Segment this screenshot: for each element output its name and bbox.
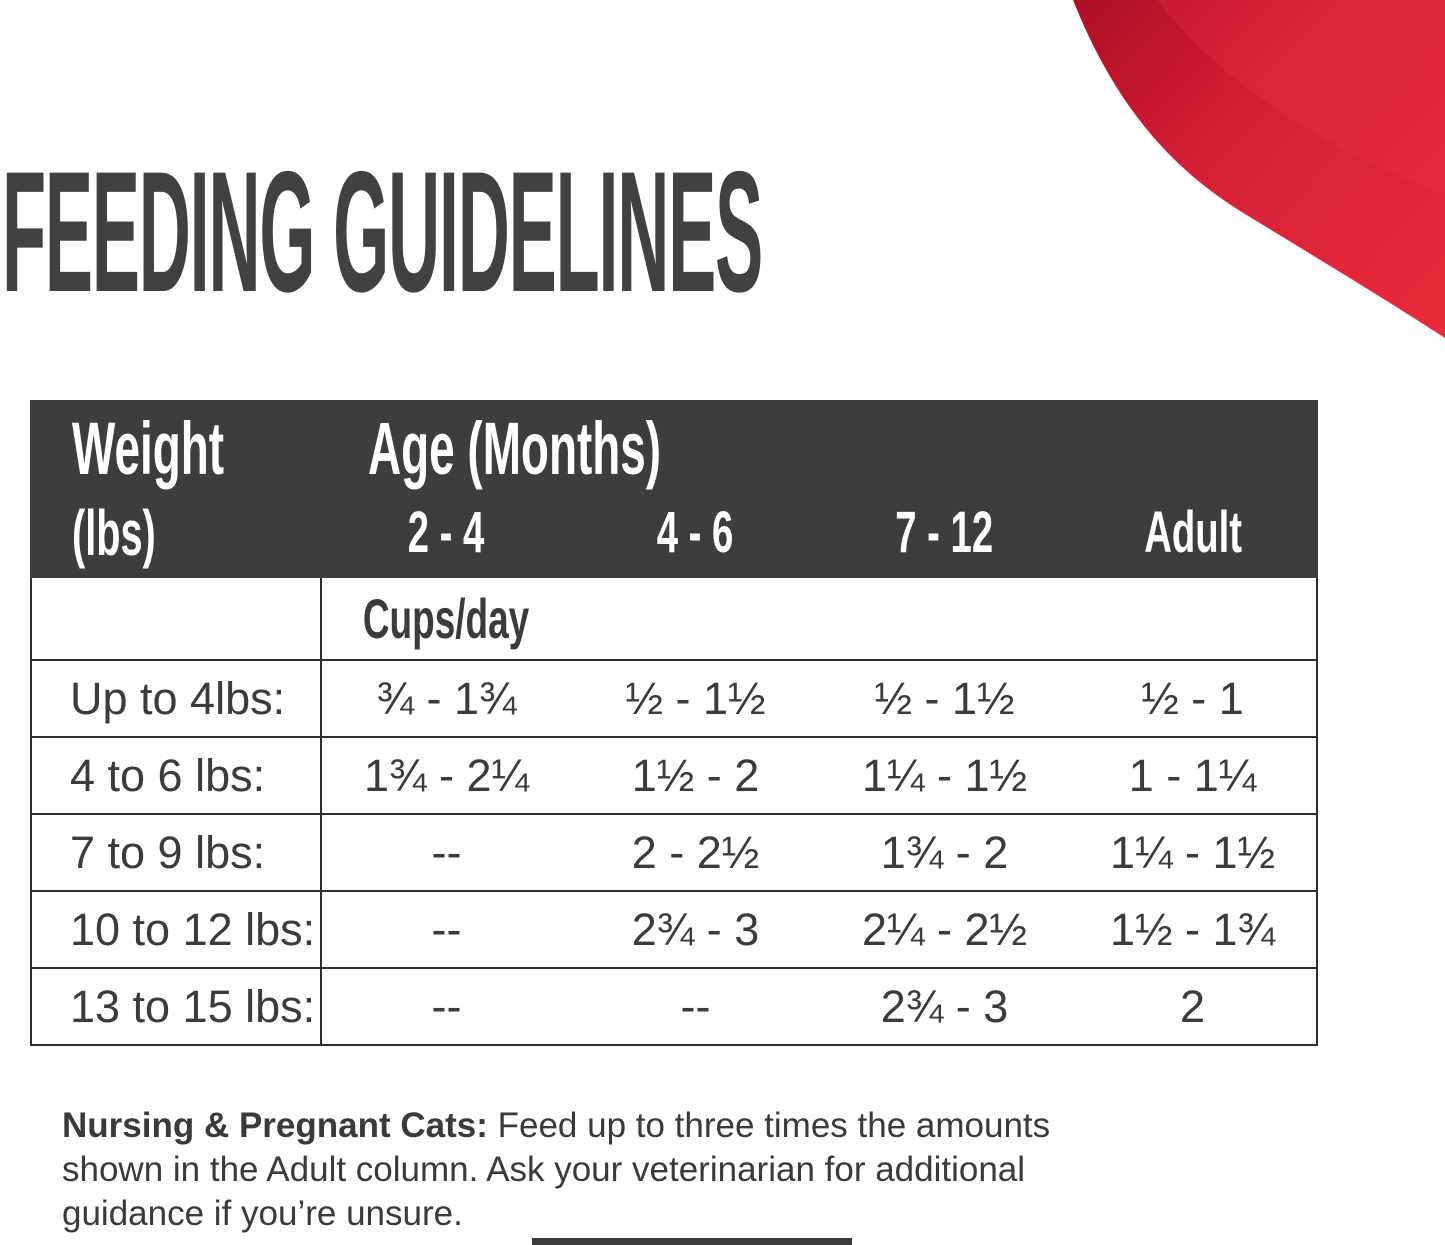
cups-value: -- (431, 826, 462, 878)
units-label: Cups/day (363, 586, 530, 650)
age-column-4-6: 4 - 6 (657, 500, 734, 565)
note-lead: Nursing & Pregnant Cats: (62, 1106, 488, 1145)
cups-value: 2¾ - 3 (880, 980, 1009, 1032)
weight-range-label: 4 to 6 lbs: (32, 738, 322, 813)
feeding-guidelines-table: Weight Age (Months) (lbs) 2 - 4 4 - 6 7 … (30, 400, 1318, 1046)
table-row: 7 to 9 lbs: -- 2 - 2½ 1¾ - 2 1¼ - 1½ (32, 815, 1316, 892)
cups-value: -- (680, 980, 711, 1032)
cups-value: ½ - 1½ (874, 672, 1015, 724)
cups-value: 1½ - 2 (631, 749, 760, 801)
age-months-group-header: Age (Months) (368, 407, 662, 490)
weight-range-label: Up to 4lbs: (32, 661, 322, 736)
cups-value: 1¾ - 2 (880, 826, 1009, 878)
cups-value: -- (431, 903, 462, 955)
cups-value: ½ - 1½ (625, 672, 766, 724)
cups-value: 2 (1179, 980, 1206, 1032)
cups-value: ½ - 1 (1141, 672, 1244, 724)
weight-range-label: 13 to 15 lbs: (32, 969, 322, 1044)
table-header: Weight Age (Months) (lbs) 2 - 4 4 - 6 7 … (30, 400, 1318, 578)
cups-value: 2 - 2½ (631, 826, 760, 878)
red-swoosh-decoration (1073, 0, 1445, 338)
cups-value: ¾ - 1¾ (376, 672, 517, 724)
cups-value: 1½ - 1¾ (1109, 903, 1276, 955)
table-row: 10 to 12 lbs: -- 2¾ - 3 2¼ - 2½ 1½ - 1¾ (32, 892, 1316, 969)
age-column-7-12: 7 - 12 (895, 500, 994, 565)
cups-value: 1 - 1¼ (1128, 749, 1257, 801)
next-section-edge (532, 1238, 852, 1245)
cups-value: 2¼ - 2½ (861, 903, 1028, 955)
note-line-2: shown in the Adult column. Ask your vete… (62, 1150, 1026, 1189)
table-row: 13 to 15 lbs: -- -- 2¾ - 3 2 (32, 969, 1316, 1044)
note-line-1: Nursing & Pregnant Cats: Feed up to thre… (62, 1104, 1412, 1148)
units-row: Cups/day (32, 578, 1316, 661)
table-row: Up to 4lbs: ¾ - 1¾ ½ - 1½ ½ - 1½ ½ - 1 (32, 661, 1316, 738)
age-column-2-4: 2 - 4 (408, 500, 485, 565)
age-column-adult: Adult (1144, 500, 1243, 565)
cups-value: -- (431, 980, 462, 1032)
weight-column-header: Weight (72, 407, 225, 490)
note-line-3: guidance if you’re unsure. (62, 1194, 463, 1233)
weight-range-label: 10 to 12 lbs: (32, 892, 322, 967)
cups-value: 1¾ - 2¼ (363, 749, 530, 801)
cups-value: 1¼ - 1½ (1109, 826, 1276, 878)
table-body: Cups/day Up to 4lbs: ¾ - 1¾ ½ - 1½ ½ - 1… (30, 578, 1318, 1046)
table-row: 4 to 6 lbs: 1¾ - 2¼ 1½ - 2 1¼ - 1½ 1 - 1… (32, 738, 1316, 815)
units-row-empty-cell (32, 578, 322, 659)
nursing-pregnant-cats-note: Nursing & Pregnant Cats: Feed up to thre… (62, 1104, 1412, 1236)
note-line-1-rest: Feed up to three times the amounts (487, 1106, 1051, 1145)
cups-value: 2¾ - 3 (631, 903, 760, 955)
weight-range-label: 7 to 9 lbs: (32, 815, 322, 890)
cups-value: 1¼ - 1½ (861, 749, 1028, 801)
weight-unit-header: (lbs) (72, 497, 156, 569)
page-title: FEEDING GUIDELINES (2, 136, 763, 328)
